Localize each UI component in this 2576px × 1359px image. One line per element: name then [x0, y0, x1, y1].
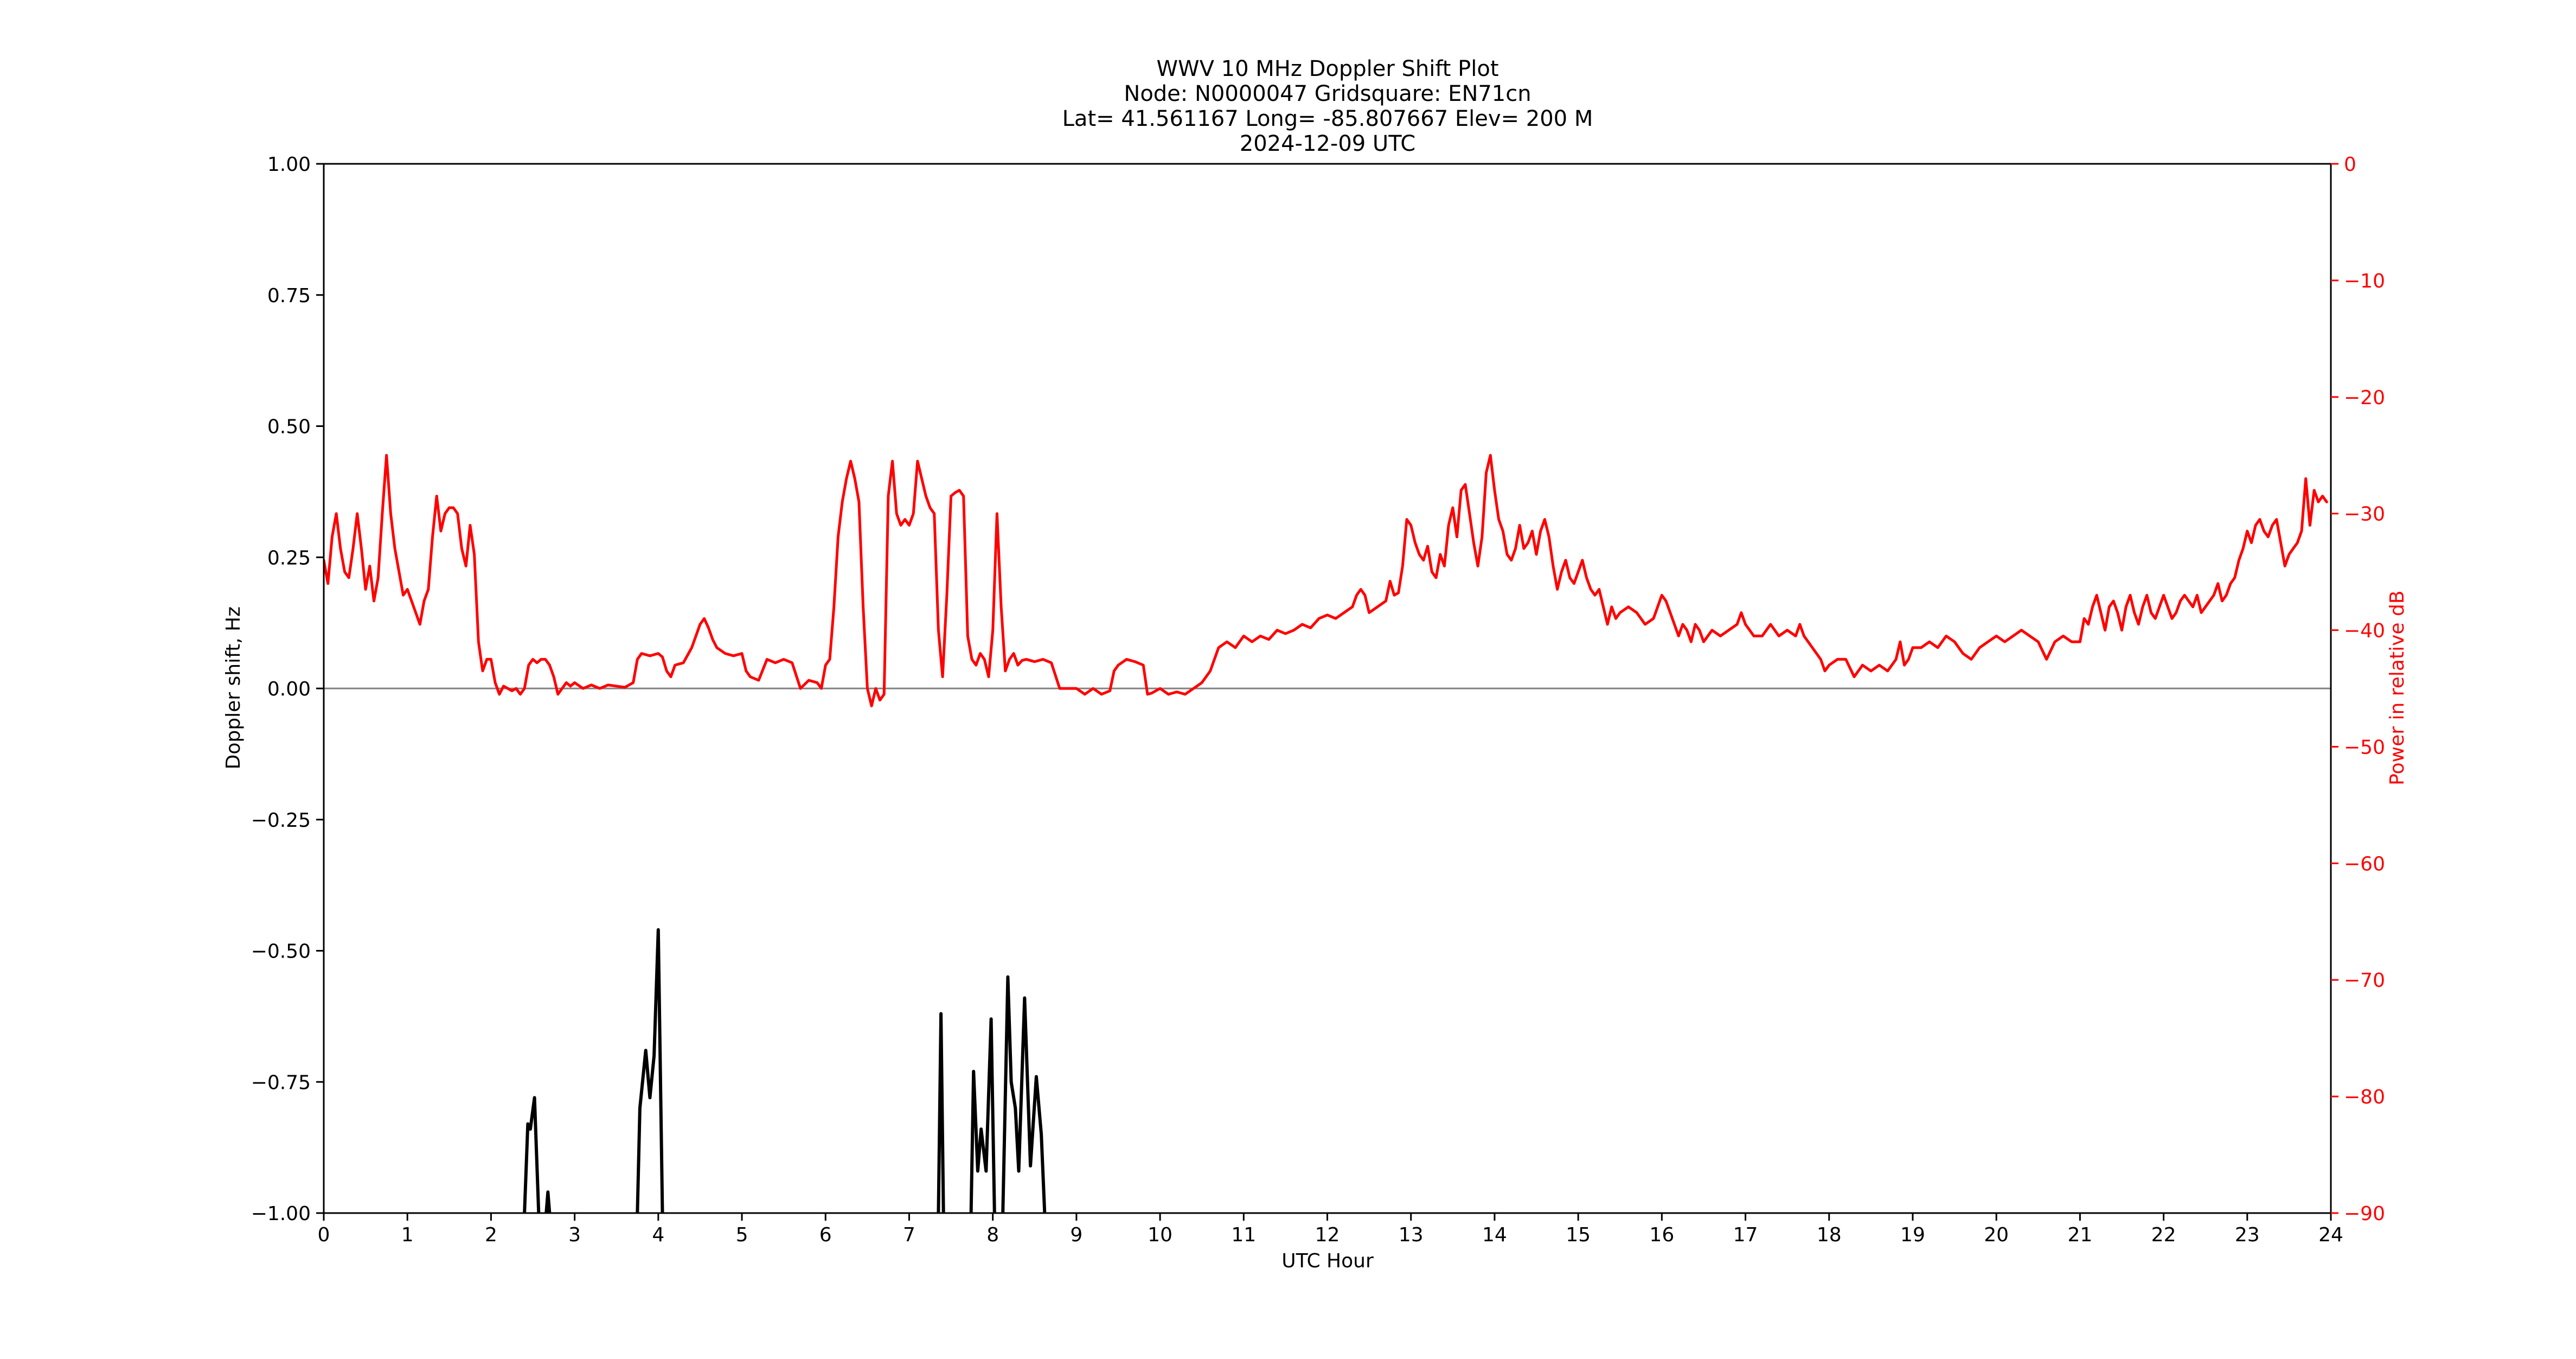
y-tick-label: 0.25 [267, 547, 311, 569]
y-tick-label: 0.75 [267, 285, 311, 307]
x-tick-label: 2 [485, 1224, 497, 1246]
x-tick-label: 15 [1566, 1224, 1591, 1246]
y-tick-label: −0.75 [251, 1071, 311, 1094]
y-tick-label: 0.50 [267, 416, 311, 438]
y-axis-label: Doppler shift, Hz [222, 607, 245, 769]
doppler-shift-series-segment-2 [636, 928, 664, 1213]
y-tick-label: 1.00 [267, 154, 311, 176]
doppler-shift-series-segment-4 [969, 1017, 996, 1213]
chart-title: WWV 10 MHz Doppler Shift Plot Node: N000… [1062, 56, 1593, 156]
doppler-shift-series-segment-0 [523, 1096, 541, 1213]
doppler-shift-series-segment-3 [937, 1012, 945, 1213]
title-line-2: Node: N0000047 Gridsquare: EN71cn [1124, 81, 1531, 106]
y2-tick-label: −20 [2344, 387, 2385, 409]
doppler-shift-series-segment-5 [1001, 975, 1047, 1213]
title-line-1: WWV 10 MHz Doppler Shift Plot [1156, 56, 1498, 81]
x-tick-label: 4 [652, 1224, 664, 1246]
x-tick-label: 6 [819, 1224, 832, 1246]
x-tick-label: 18 [1817, 1224, 1842, 1246]
y2-tick-label: −60 [2344, 853, 2385, 875]
x-tick-label: 8 [986, 1224, 999, 1246]
x-tick-label: 14 [1482, 1224, 1507, 1246]
x-tick-label: 0 [318, 1224, 330, 1246]
axes: 0 1 2 3 4 5 6 7 8 9 10 11 12 13 14 15 16 17 18 19 20 21 22 23 24… [251, 154, 2385, 1246]
x-tick-label: 3 [568, 1224, 581, 1246]
x-tick-label: 21 [2067, 1224, 2092, 1246]
x-tick-label: 23 [2235, 1224, 2260, 1246]
x-tick-label: 7 [903, 1224, 915, 1246]
y2-axis-label: Power in relative dB [2386, 590, 2408, 785]
x-tick-label: 17 [1733, 1224, 1758, 1246]
x-tick-label: 9 [1070, 1224, 1082, 1246]
y-tick-label: −0.50 [251, 941, 311, 963]
title-line-3: Lat= 41.561167 Long= -85.807667 Elev= 20… [1062, 106, 1593, 131]
y2-tick-label: −30 [2344, 503, 2385, 526]
y2-tick-label: −80 [2344, 1086, 2385, 1108]
y2-tick-label: −90 [2344, 1203, 2385, 1225]
doppler-shift-series-segment-1 [544, 1190, 552, 1213]
x-tick-label: 11 [1231, 1224, 1256, 1246]
x-tick-label: 13 [1399, 1224, 1424, 1246]
x-tick-label: 12 [1315, 1224, 1340, 1246]
y-tick-label: −0.25 [251, 809, 311, 832]
series-0 [523, 928, 1047, 1213]
x-tick-label: 19 [1900, 1224, 1925, 1246]
x-tick-label: 1 [401, 1224, 414, 1246]
x-tick-label: 16 [1649, 1224, 1674, 1246]
series-1 [324, 454, 2328, 707]
y2-tick-label: −50 [2344, 736, 2385, 758]
x-tick-label: 10 [1148, 1224, 1172, 1246]
x-tick-label: 5 [736, 1224, 748, 1246]
x-tick-label: 24 [2318, 1224, 2343, 1246]
y2-tick-label: −10 [2344, 270, 2385, 292]
x-tick-label: 22 [2151, 1224, 2176, 1246]
plot-area [324, 454, 2331, 1213]
power-series-line [324, 454, 2328, 707]
y2-tick-label: −70 [2344, 969, 2385, 992]
title-line-4: 2024-12-09 UTC [1240, 131, 1415, 156]
y2-tick-label: −40 [2344, 620, 2385, 642]
y-tick-label: 0.00 [267, 678, 311, 700]
y2-tick-label: 0 [2344, 154, 2356, 176]
x-axis-label: UTC Hour [1281, 1250, 1374, 1272]
x-tick-label: 20 [1984, 1224, 2009, 1246]
y-tick-label: −1.00 [251, 1203, 311, 1225]
